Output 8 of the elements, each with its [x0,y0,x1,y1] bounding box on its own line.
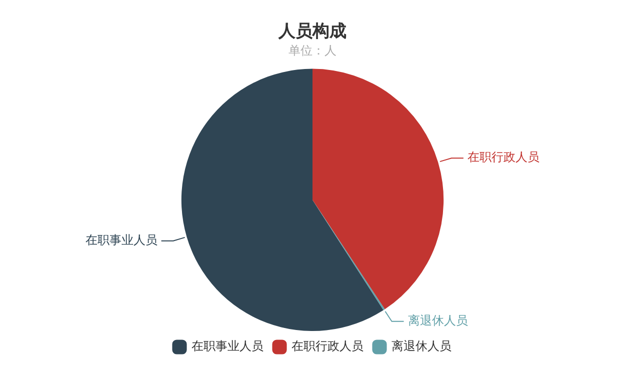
slice-label: 离退休人员 [408,314,468,328]
slice-label: 在职行政人员 [467,150,540,164]
slice-label: 在职事业人员 [85,232,158,247]
legend-label: 离退休人员 [392,339,452,354]
legend-label: 在职行政人员 [292,339,364,354]
legend-label: 在职事业人员 [192,339,264,354]
chart-title: 人员构成 [278,22,346,42]
chart-subtitle: 单位：人 [288,44,336,58]
